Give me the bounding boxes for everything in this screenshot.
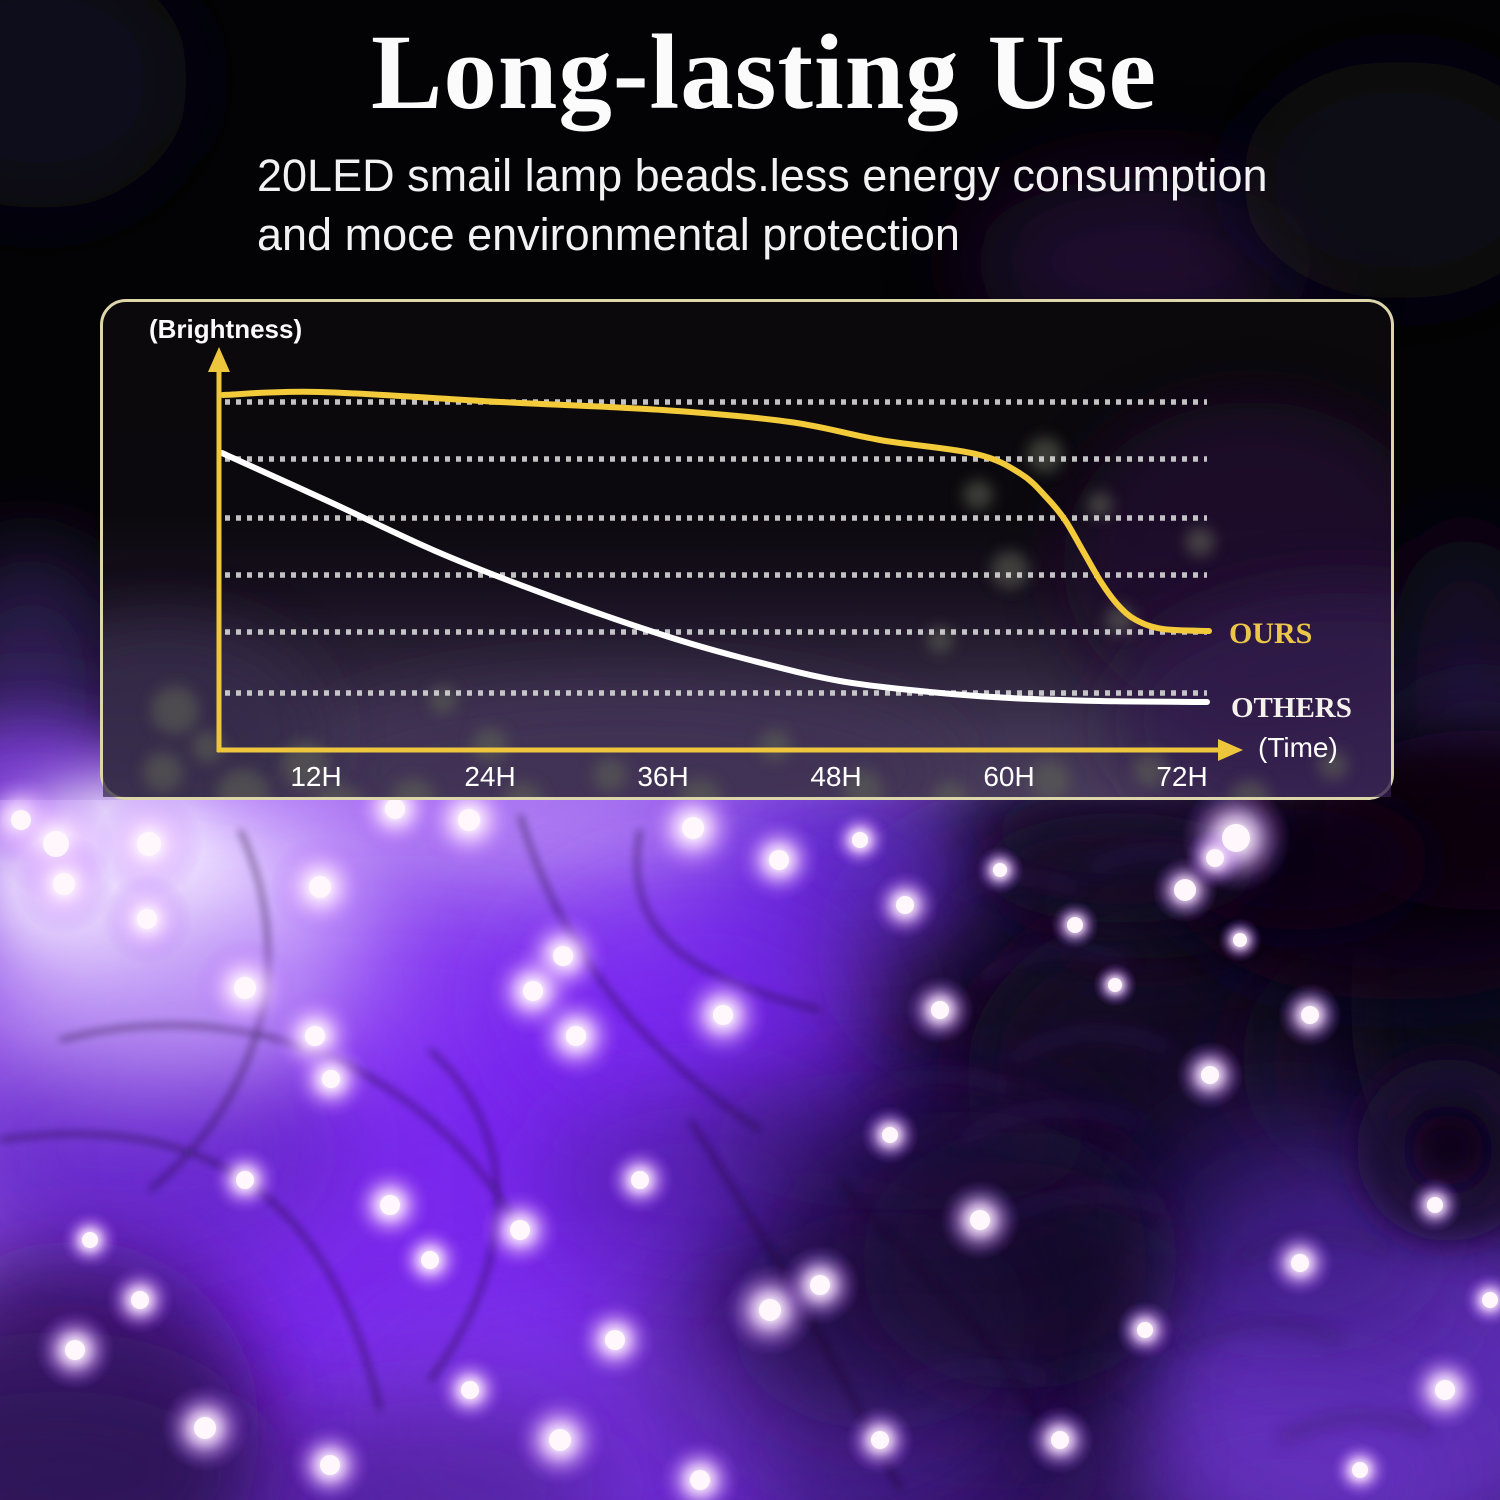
svg-text:(Time): (Time): [1258, 732, 1338, 763]
svg-text:48H: 48H: [810, 761, 861, 792]
svg-text:OTHERS: OTHERS: [1231, 692, 1352, 724]
svg-text:12H: 12H: [290, 761, 341, 792]
svg-text:OURS: OURS: [1229, 617, 1312, 650]
svg-text:60H: 60H: [983, 761, 1034, 792]
svg-text:(Brightness): (Brightness): [149, 314, 302, 344]
svg-text:24H: 24H: [464, 761, 515, 792]
svg-text:36H: 36H: [637, 761, 688, 792]
svg-text:72H: 72H: [1156, 761, 1207, 792]
